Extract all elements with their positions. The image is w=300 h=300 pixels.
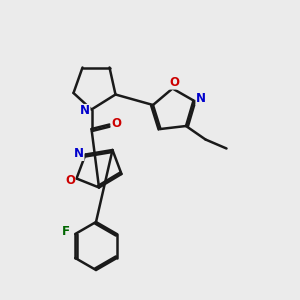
Text: N: N: [80, 104, 90, 118]
Text: N: N: [196, 92, 206, 105]
Text: O: O: [111, 116, 121, 130]
Text: O: O: [65, 174, 75, 188]
Text: O: O: [169, 76, 179, 89]
Text: F: F: [61, 225, 70, 238]
Text: N: N: [74, 147, 84, 161]
